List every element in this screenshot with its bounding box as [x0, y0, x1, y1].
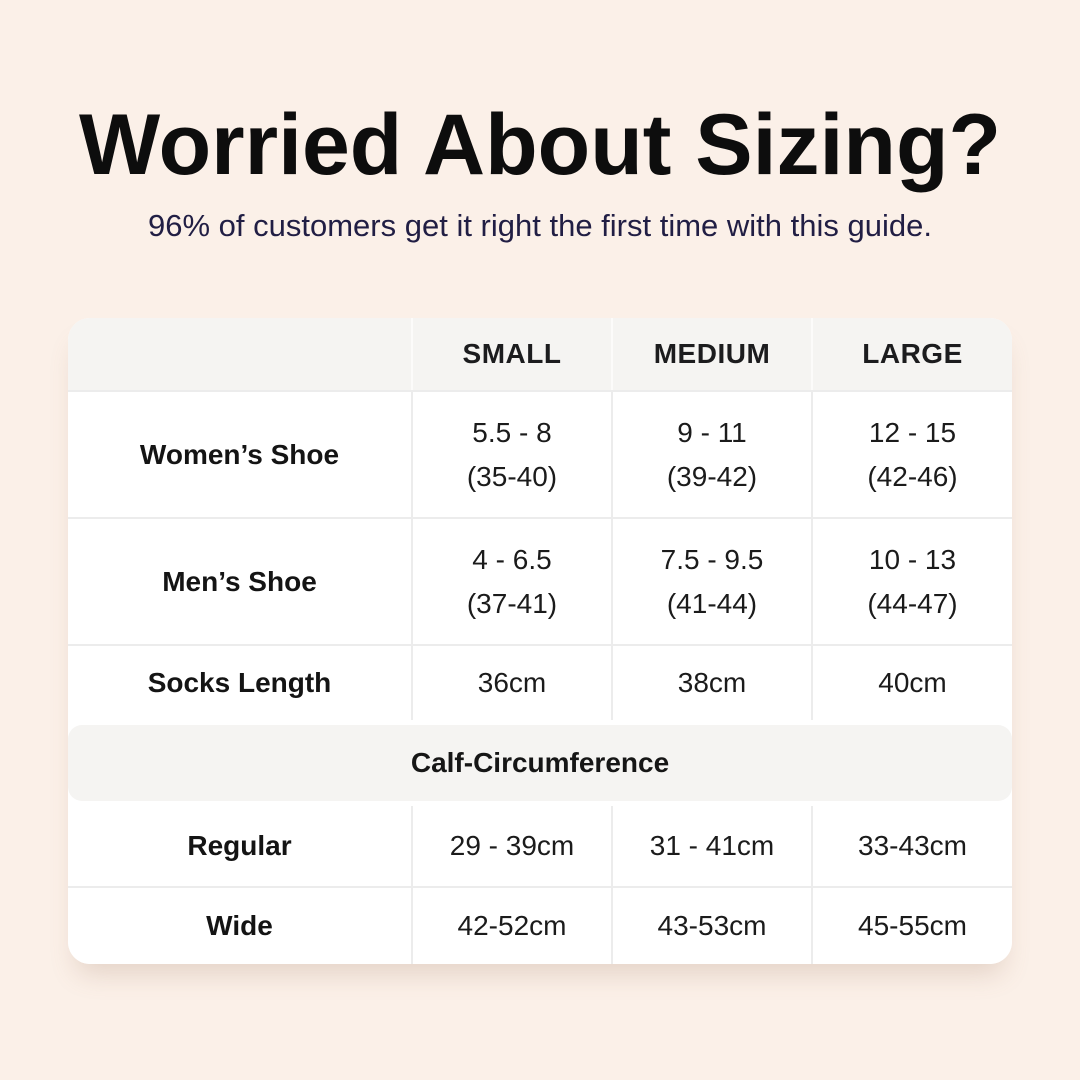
row-label-womens-shoe: Women’s Shoe — [139, 438, 340, 470]
section-header-calf-circumference: Calf-Circumference — [68, 725, 1012, 801]
row-label-wide: Wide — [206, 910, 273, 941]
cell-line-1: 43-53cm — [657, 910, 767, 942]
cell-line-1: 40cm — [878, 667, 947, 699]
cell-line-1: 33-43cm — [858, 830, 967, 862]
page-subtitle: 96% of customers get it right the first … — [148, 208, 932, 243]
table-row-mens-shoe: Men’s Shoe 4 - 6.5 (37-41) 7.5 - 9.5 (41… — [68, 517, 1012, 644]
cell-line-1: 29 - 39cm — [449, 830, 575, 862]
table-cell-regular-medium: 31 - 41cm — [611, 806, 811, 886]
table-row-wide: Wide 42-52cm 43-53cm 45-55cm — [68, 886, 1012, 964]
row-label-socks-length: Socks Length — [147, 667, 332, 698]
cell-line-2: (44-47) — [867, 587, 958, 619]
table-row-regular: Regular 29 - 39cm 31 - 41cm 33-43cm — [68, 806, 1012, 886]
table-cell-mens-small: 4 - 6.5 (37-41) — [411, 519, 611, 644]
cell-line-1: 45-55cm — [858, 910, 967, 942]
cell-line-1: 9 - 11 — [677, 417, 747, 449]
table-cell-socks-medium: 38cm — [611, 646, 811, 720]
table-cell-socks-large: 40cm — [811, 646, 1012, 720]
table-cell-womens-large: 12 - 15 (42-46) — [811, 392, 1012, 517]
table-cell-womens-medium: 9 - 11 (39-42) — [611, 392, 811, 517]
table-cell-womens-small: 5.5 - 8 (35-40) — [411, 392, 611, 517]
table-cell-socks-small: 36cm — [411, 646, 611, 720]
table-header-large: LARGE — [811, 318, 1012, 390]
table-row-womens-shoe: Women’s Shoe 5.5 - 8 (35-40) 9 - 11 (39-… — [68, 390, 1012, 517]
cell-line-2: (35-40) — [466, 460, 558, 492]
cell-line-2: (41-44) — [666, 587, 758, 619]
cell-line-1: 4 - 6.5 — [472, 544, 552, 576]
table-cell-mens-large: 10 - 13 (44-47) — [811, 519, 1012, 644]
row-label-mens-shoe: Men’s Shoe — [162, 565, 317, 597]
cell-line-1: 10 - 13 — [868, 544, 957, 576]
table-header-row: SMALL MEDIUM LARGE — [68, 318, 1012, 390]
cell-line-1: 7.5 - 9.5 — [660, 544, 764, 576]
cell-line-2: (39-42) — [666, 460, 758, 492]
table-cell-wide-small: 42-52cm — [411, 888, 611, 964]
table-header-small: SMALL — [411, 318, 611, 390]
page-title: Worried About Sizing? — [78, 97, 1002, 193]
cell-line-1: 36cm — [477, 667, 547, 699]
table-cell-regular-large: 33-43cm — [811, 806, 1012, 886]
cell-line-1: 5.5 - 8 — [472, 417, 552, 449]
table-cell-mens-medium: 7.5 - 9.5 (41-44) — [611, 519, 811, 644]
cell-line-1: 31 - 41cm — [649, 830, 775, 862]
cell-line-2: (42-46) — [867, 460, 958, 492]
cell-line-1: 12 - 15 — [868, 417, 957, 449]
table-cell-regular-small: 29 - 39cm — [411, 806, 611, 886]
table-row-socks-length: Socks Length 36cm 38cm 40cm — [68, 644, 1012, 720]
cell-line-1: 38cm — [677, 667, 747, 699]
table-cell-wide-large: 45-55cm — [811, 888, 1012, 964]
row-label-regular: Regular — [187, 830, 292, 861]
size-chart-table: SMALL MEDIUM LARGE Women’s Shoe 5.5 - 8 … — [68, 318, 1012, 964]
table-cell-wide-medium: 43-53cm — [611, 888, 811, 964]
table-header-medium: MEDIUM — [611, 318, 811, 390]
cell-line-1: 42-52cm — [457, 910, 567, 942]
cell-line-2: (37-41) — [466, 587, 558, 619]
table-header-empty-cell — [68, 318, 411, 390]
